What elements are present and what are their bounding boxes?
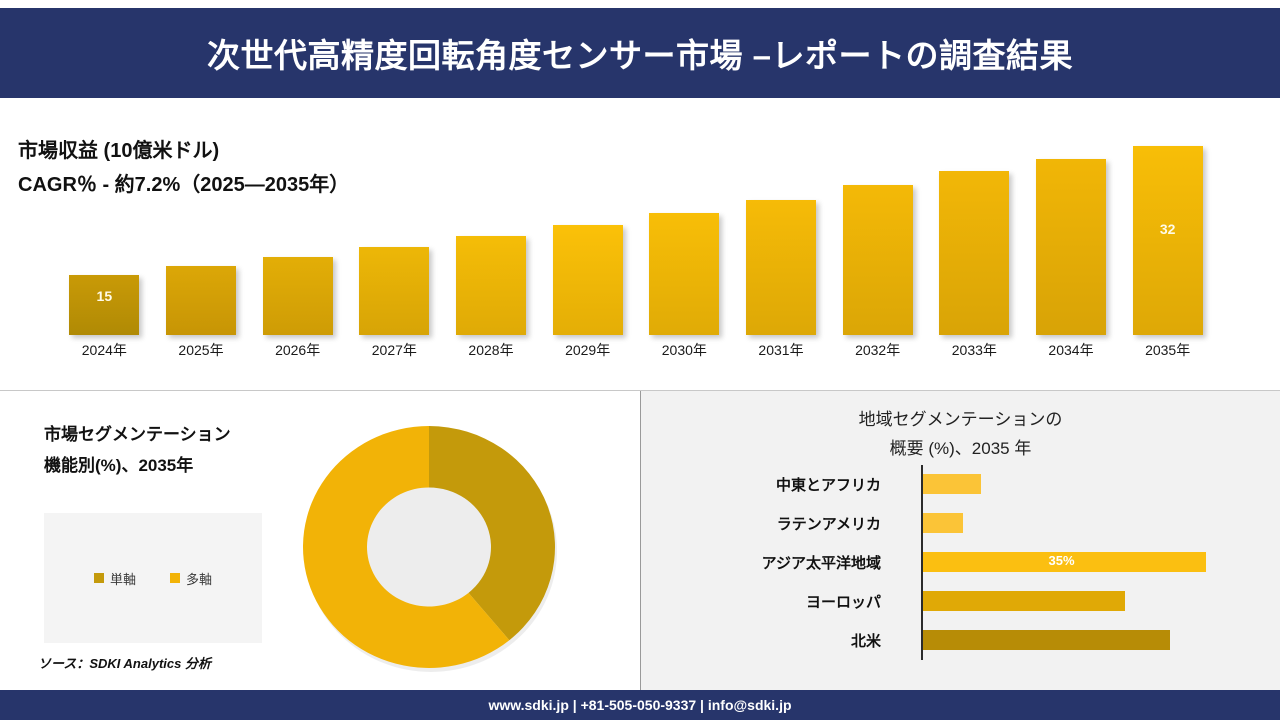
x-axis-label: 2035年 [1145,342,1191,358]
bar-column: 2033年 [939,140,1010,358]
x-axis-label: 2025年 [178,342,224,358]
bar-column: 2026年 [262,140,333,358]
segmentation-title-line1: 市場セグメンテーション [44,425,231,444]
region-value-label: 35% [1048,553,1075,568]
region-title: 地域セグメンテーションの 概要 (%)、2035 年 [641,405,1280,463]
chart-subtitle-block: 市場収益 (10億米ドル) CAGR％ - 約7.2%（2025―2035年） [18,134,618,202]
bar-column: 2029年 [552,140,623,358]
x-axis-label: 2027年 [371,342,417,358]
bar-column: 2031年 [746,140,816,358]
bar-2033年 [939,171,1010,335]
bar-value-label: 32 [1159,220,1176,237]
region-panel: 地域セグメンテーションの 概要 (%)、2035 年 中東とアフリカ ラテンアメリ… [641,391,1280,690]
region-title-line1: 地域セグメンテーションの [858,410,1063,429]
bar-2028年 [456,236,526,335]
x-axis-label: 2032年 [855,342,901,358]
donut-slice-単軸 [429,426,555,641]
source-note: ソース：SDKI Analytics 分析 [38,656,211,671]
revenue-unit-label: 市場収益 (10億米ドル) [18,140,220,162]
region-label-アジア太平洋地域: アジア太平洋地域 [761,555,881,572]
region-label-北米: 北米 [850,633,881,650]
horizontal-divider [0,390,1280,391]
region-row: ラテンアメリカ [641,504,1280,543]
bar-2027年 [359,246,430,335]
legend-swatch-single-axis [93,573,104,583]
region-bar-ヨーロッパ [923,591,1125,611]
legend-item-single-axis: 単軸 [93,569,136,588]
region-bar-plot: 中東とアフリカ ラテンアメリカアジア太平洋地域 35% ヨーロッパ北米 [641,465,1280,660]
segmentation-donut-chart [298,421,560,673]
region-row: ヨーロッパ [641,582,1280,621]
region-label-中東とアフリカ: 中東とアフリカ [775,477,881,494]
bar-column: 15 2024年 [69,140,140,358]
legend-item-multi-axis: 多軸 [170,569,212,588]
x-axis-label: 2030年 [661,342,707,358]
bar-2032年 [842,185,913,335]
bar-column: 2027年 [359,140,430,358]
region-bar-北米 [923,630,1170,650]
donut-svg [303,426,557,672]
region-axis-line [921,465,923,660]
bar-2025年 [166,265,236,335]
x-axis-label: 2033年 [951,342,997,358]
x-axis-label: 2029年 [565,342,611,358]
bar-2026年 [262,256,333,335]
region-row: 中東とアフリカ [641,465,1280,504]
legend-label-single-axis: 単軸 [109,571,136,587]
bar-2035年 [1132,146,1203,335]
segmentation-title: 市場セグメンテーション 機能別(%)、2035年 [44,419,344,481]
segmentation-panel: 市場セグメンテーション 機能別(%)、2035年 単軸 多軸 ソース：SDKI … [0,391,640,690]
region-bar-中東とアフリカ [923,474,981,494]
region-bar-アジア太平洋地域 [923,552,1206,572]
bar-column: 2028年 [456,140,526,358]
segmentation-title-line2: 機能別(%)、2035年 [44,456,194,475]
bar-column: 2030年 [649,140,720,358]
bar-column: 32 2035年 [1132,140,1203,358]
region-row: アジア太平洋地域 35% [641,543,1280,582]
bar-2031年 [746,199,816,335]
bar-column: 2025年 [166,140,236,358]
revenue-bar-chart: 15 2024年 2025年 2026年 2027年 2028年 2029年 2030年 203… [0,140,1280,375]
region-title-line2: 概要 (%)、2035 年 [889,439,1032,458]
x-axis-label: 2028年 [468,342,514,358]
bar-column: 2034年 [1036,140,1106,358]
region-row: 北米 [641,621,1280,660]
bar-value-label: 15 [96,287,113,304]
bar-2024年 [69,275,140,335]
bar-column: 2032年 [842,140,913,358]
segmentation-legend: 単軸 多軸 [44,513,262,643]
bar-2030年 [649,212,720,335]
revenue-bar-plot: 15 2024年 2025年 2026年 2027年 2028年 2029年 2030年 203… [56,140,1216,358]
page-title: 次世代高精度回転角度センサー市場 –レポートの調査結果 [206,37,1074,74]
x-axis-label: 2031年 [758,342,804,358]
cagr-label: CAGR％ - 約7.2%（2025―2035年） [18,174,350,196]
region-label-ラテンアメリカ: ラテンアメリカ [776,516,881,533]
region-bar-ラテンアメリカ [923,513,963,533]
footer-banner: www.sdki.jp | +81-505-050-9337 | info@sd… [0,690,1280,720]
x-axis-label: 2024年 [81,342,127,358]
vertical-divider [640,391,641,690]
footer-contact-text: www.sdki.jp | +81-505-050-9337 | info@sd… [488,697,792,713]
legend-swatch-multi-axis [170,573,180,583]
region-label-ヨーロッパ: ヨーロッパ [805,594,881,611]
donut-slice-多軸 [303,426,510,668]
bar-2034年 [1036,158,1106,335]
bar-2029年 [552,224,623,335]
x-axis-label: 2026年 [275,342,321,358]
legend-label-multi-axis: 多軸 [186,571,213,587]
header-banner: 次世代高精度回転角度センサー市場 –レポートの調査結果 [0,8,1280,98]
x-axis-label: 2034年 [1048,342,1094,358]
